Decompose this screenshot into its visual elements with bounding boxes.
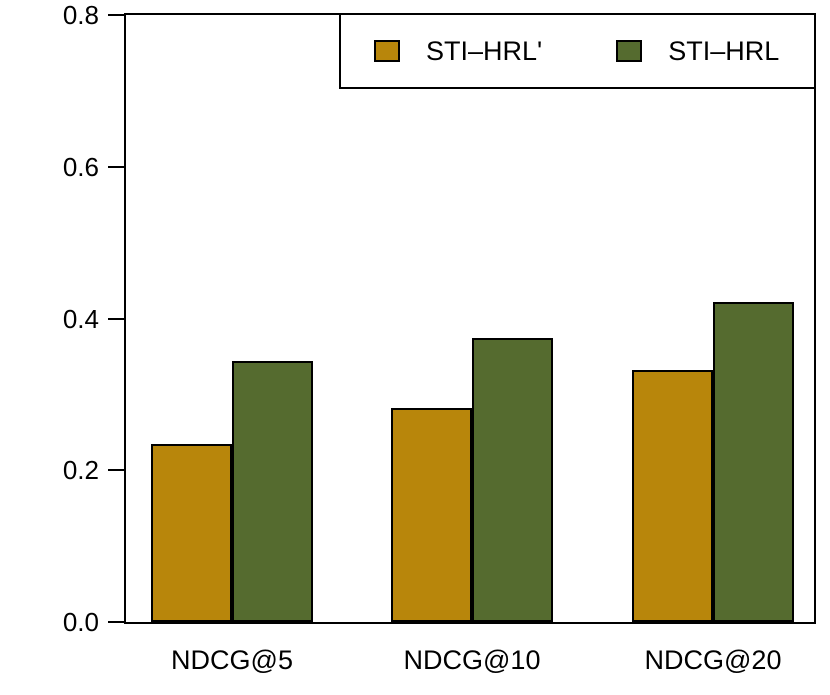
x-axis-category-label: NDCG@10 xyxy=(403,645,541,675)
y-axis-tick xyxy=(108,165,124,168)
y-tick-label: 0.8 xyxy=(62,0,99,30)
y-tick-label: 0.4 xyxy=(62,303,99,334)
bar-sti-hrl- xyxy=(632,370,713,622)
bar-group xyxy=(391,15,553,622)
y-axis-tick xyxy=(108,621,124,623)
bar-group xyxy=(632,15,794,622)
legend: STI–HRL' STI–HRL xyxy=(339,13,816,89)
bar-sti-hrl- xyxy=(151,443,232,622)
bar-sti-hrl xyxy=(472,338,553,622)
legend-series-label: STI–HRL xyxy=(668,35,780,66)
legend-entry: STI–HRL xyxy=(616,35,780,66)
legend-series-label: STI–HRL' xyxy=(426,35,543,66)
legend-swatch xyxy=(616,40,643,62)
bar-sti-hrl xyxy=(713,301,794,622)
y-tick-label: 0.0 xyxy=(62,607,99,637)
x-axis-category-label: NDCG@5 xyxy=(171,645,293,675)
y-axis-tick xyxy=(108,469,124,472)
legend-swatch xyxy=(374,40,400,62)
bar-sti-hrl- xyxy=(391,408,472,622)
y-axis-tick xyxy=(108,14,124,16)
y-axis-tick xyxy=(108,317,124,320)
bar-sti-hrl xyxy=(232,361,313,622)
bar-group xyxy=(151,15,313,622)
y-tick-label: 0.6 xyxy=(62,151,99,182)
legend-entry: STI–HRL' xyxy=(374,35,543,66)
y-tick-label: 0.2 xyxy=(62,455,99,486)
plot-area: STI–HRL' STI–HRL 0.0 0.2 0.4 0.6 0.8 NDCG@5 NDC… xyxy=(63,2,816,674)
x-axis-category-label: NDCG@20 xyxy=(644,645,782,675)
